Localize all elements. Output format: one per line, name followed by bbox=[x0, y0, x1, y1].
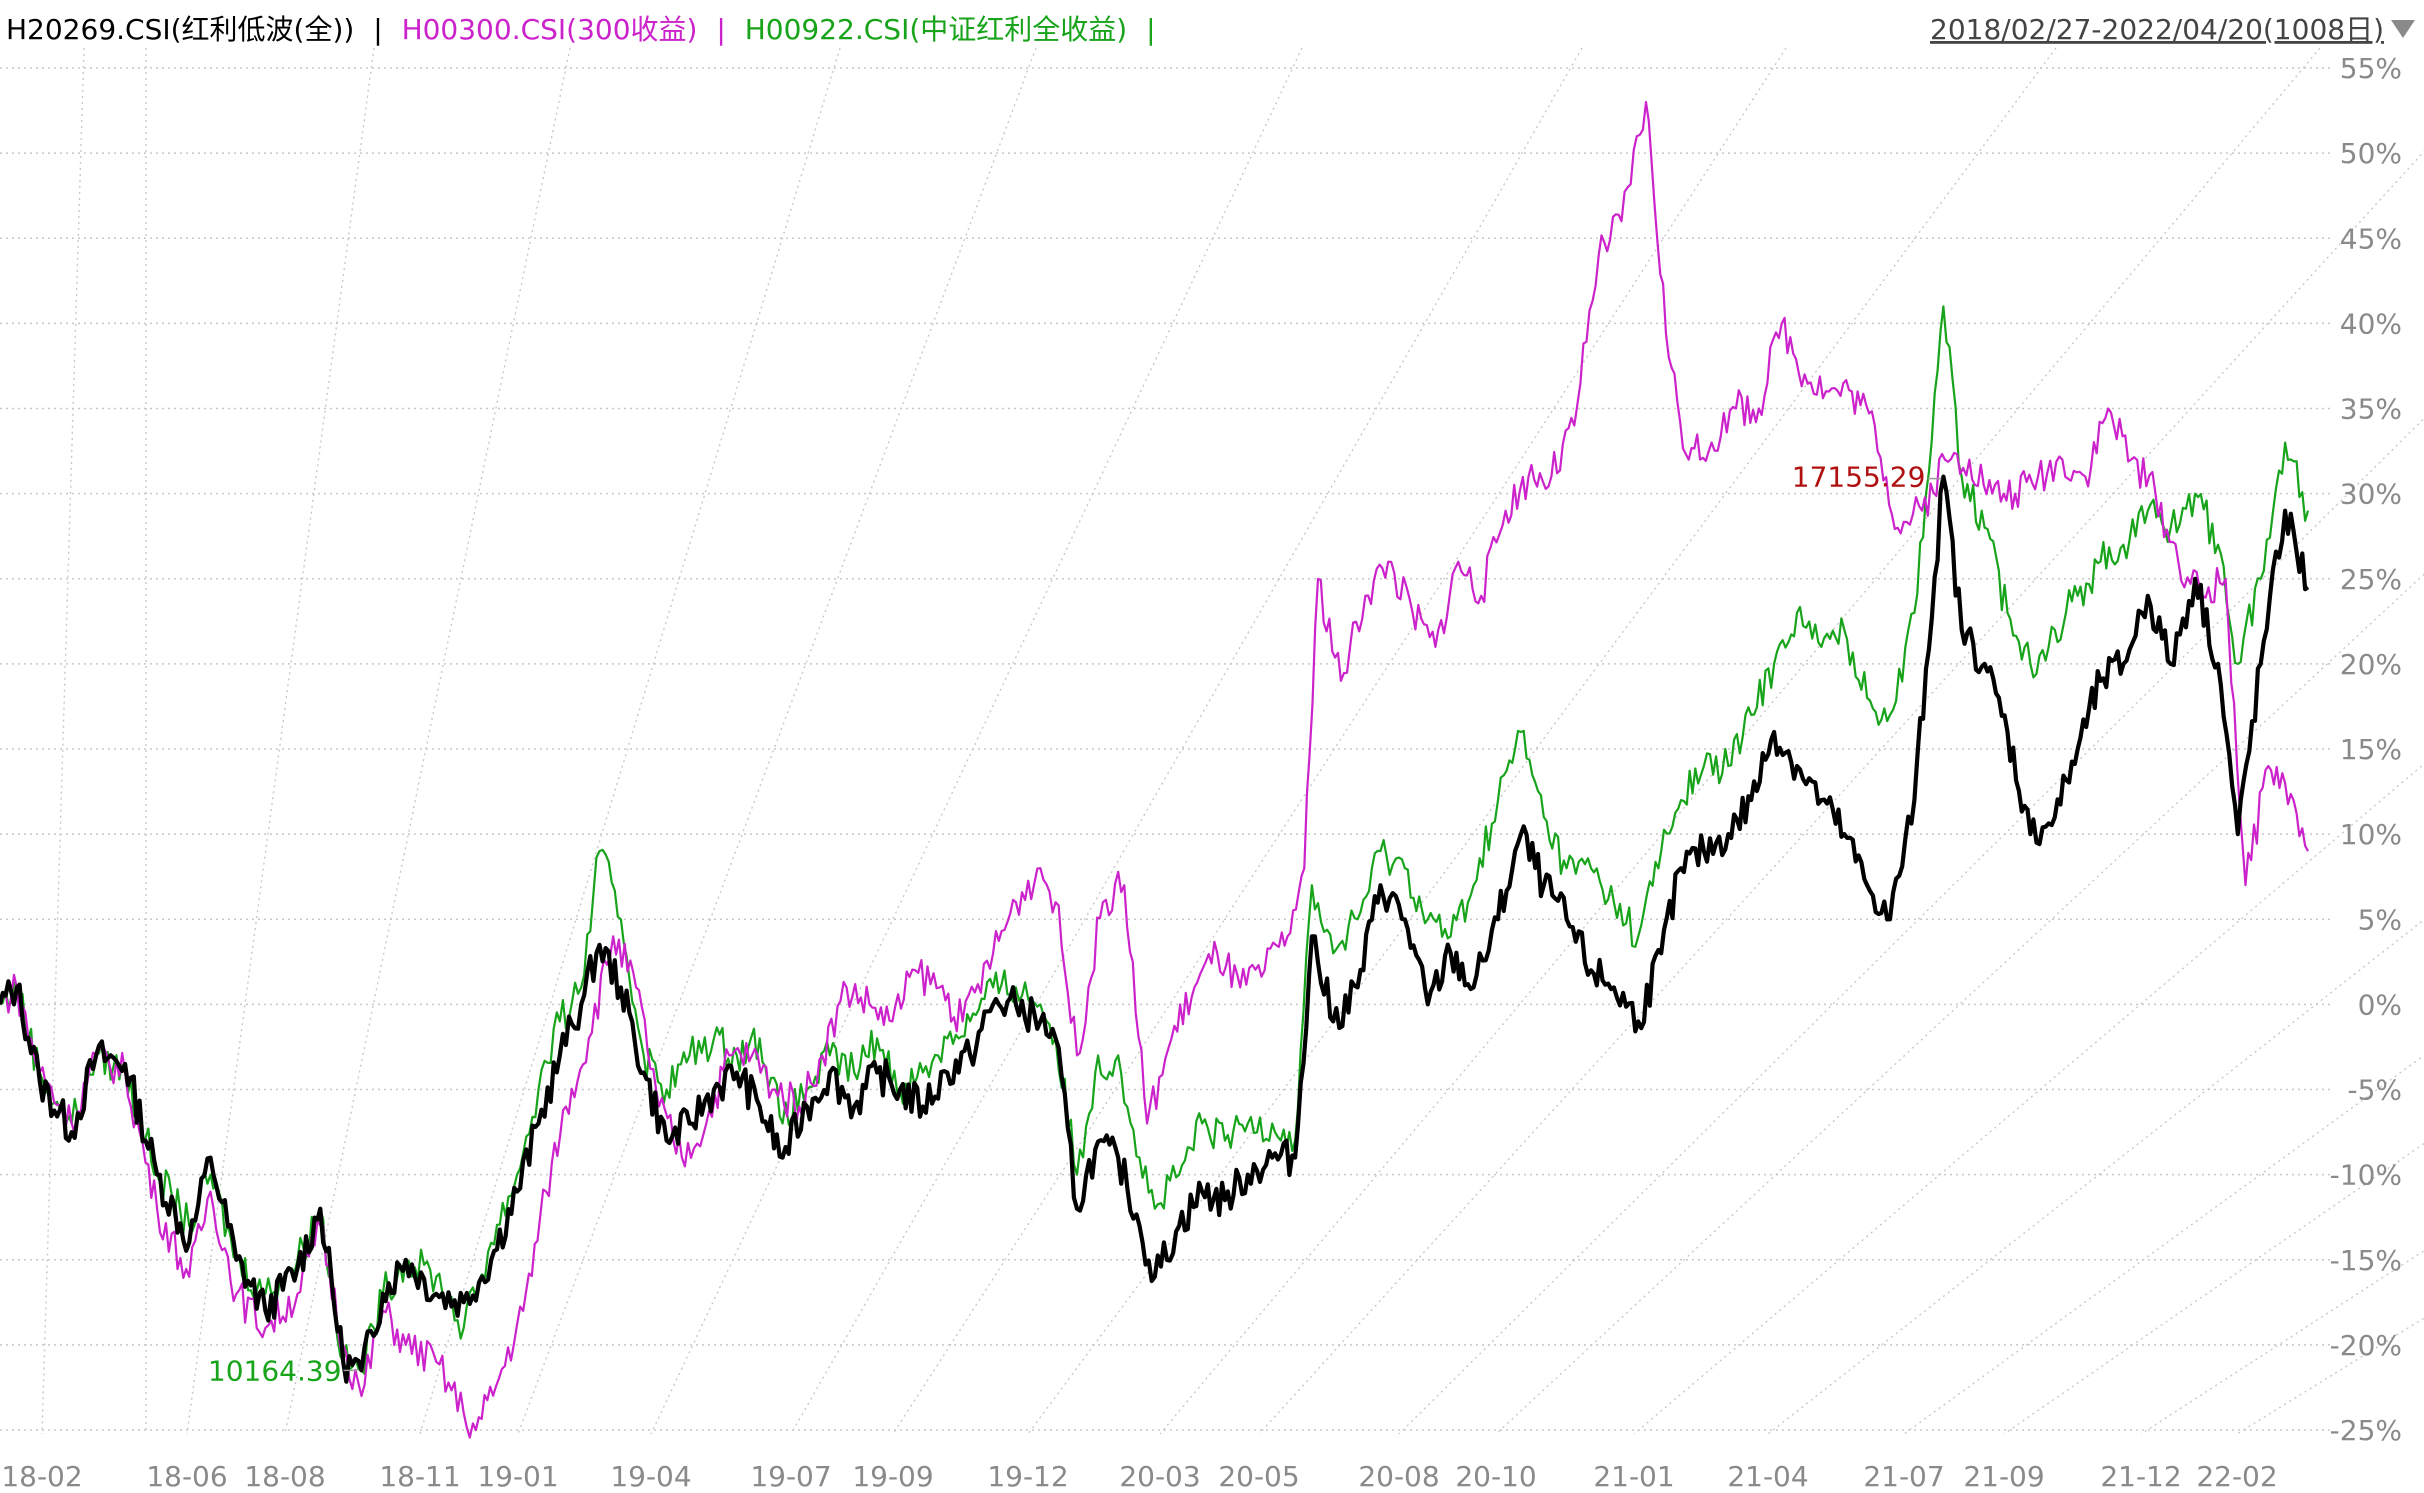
series-line-1 bbox=[0, 474, 2310, 1384]
x-tick-label: 19-07 bbox=[750, 1460, 831, 1493]
y-tick-label: 15% bbox=[2340, 733, 2402, 766]
x-tick-label: 18-02 bbox=[1, 1460, 82, 1493]
y-tick-label: 25% bbox=[2340, 563, 2402, 596]
grid-line-v bbox=[892, 47, 1787, 1435]
y-tick-label: -10% bbox=[2330, 1159, 2402, 1192]
grid-line-v bbox=[650, 47, 1303, 1435]
grid-line-v bbox=[1159, 47, 2321, 1435]
legend-separator: | bbox=[1146, 13, 1155, 46]
max-value-label: 17155.29 bbox=[1792, 461, 1926, 494]
series-lines bbox=[0, 101, 2310, 1439]
date-range-label[interactable]: 2018/02/27-2022/04/20(1008日) bbox=[1930, 13, 2384, 46]
y-tick-label: 5% bbox=[2358, 903, 2402, 936]
grid-line-v bbox=[1767, 918, 2424, 1435]
grid-lines bbox=[0, 47, 2424, 1435]
legend-separator: | bbox=[373, 13, 382, 46]
y-tick-label: 20% bbox=[2340, 648, 2402, 681]
y-tick-label: 10% bbox=[2340, 818, 2402, 851]
legend-item-series-2[interactable]: H00300.CSI(300收益) bbox=[402, 13, 698, 46]
grid-line-v bbox=[517, 47, 1037, 1435]
min-value-label: 10164.39 bbox=[208, 1354, 342, 1387]
x-tick-label: 19-12 bbox=[987, 1460, 1068, 1493]
legend-header: H20269.CSI(红利低波(全)) | H00300.CSI(300收益) … bbox=[6, 13, 1156, 46]
triangle-down-icon[interactable] bbox=[2391, 20, 2415, 38]
date-range-selector[interactable]: 2018/02/27-2022/04/20(1008日) bbox=[1930, 13, 2415, 46]
x-tick-label: 19-04 bbox=[610, 1460, 691, 1493]
x-tick-label: 21-09 bbox=[1963, 1460, 2044, 1493]
y-tick-label: 45% bbox=[2340, 222, 2402, 255]
legend-item-series-1[interactable]: H20269.CSI(红利低波(全)) bbox=[6, 13, 354, 46]
x-tick-label: 20-05 bbox=[1218, 1460, 1299, 1493]
grid-line-v bbox=[419, 47, 841, 1435]
x-tick-label: 19-09 bbox=[852, 1460, 933, 1493]
annotations: 17155.29 10164.39 bbox=[208, 461, 1942, 1387]
grid-line-v bbox=[186, 47, 375, 1435]
x-tick-label: 18-06 bbox=[146, 1460, 227, 1493]
legend-line: H20269.CSI(红利低波(全)) | H00300.CSI(300收益) … bbox=[6, 13, 1156, 46]
grid-line-v bbox=[41, 47, 85, 1435]
x-tick-label: 20-03 bbox=[1119, 1460, 1200, 1493]
x-tick-label: 21-07 bbox=[1863, 1460, 1944, 1493]
grid-line-v bbox=[1903, 1054, 2424, 1435]
x-axis: 18-02 18-06 18-08 18-11 19-01 19-04 19-07 19-09… bbox=[1, 1460, 2277, 1493]
y-tick-label: 50% bbox=[2340, 137, 2402, 170]
grid-line-v bbox=[284, 47, 571, 1435]
y-tick-label: 30% bbox=[2340, 478, 2402, 511]
y-tick-label: 55% bbox=[2340, 52, 2402, 85]
legend-item-series-3[interactable]: H00922.CSI(中证红利全收益) bbox=[745, 13, 1127, 46]
y-tick-label: 35% bbox=[2340, 393, 2402, 426]
grid-line-v bbox=[790, 47, 1583, 1435]
x-tick-label: 18-11 bbox=[379, 1460, 460, 1493]
x-tick-label: 20-10 bbox=[1455, 1460, 1536, 1493]
y-tick-label: -5% bbox=[2347, 1074, 2402, 1107]
y-axis: 55% 50% 45% 40% 35% 30% 25% 20% 15% 10% 5% 0% -5% -10… bbox=[2330, 52, 2402, 1447]
x-tick-label: 19-01 bbox=[477, 1460, 558, 1493]
series-line-3 bbox=[0, 305, 2310, 1375]
grid-line-v bbox=[1258, 150, 2424, 1435]
y-tick-label: -15% bbox=[2330, 1244, 2402, 1277]
series-line-2 bbox=[0, 101, 2309, 1439]
x-tick-label: 22-02 bbox=[2196, 1460, 2277, 1493]
x-tick-label: 21-12 bbox=[2100, 1460, 2181, 1493]
x-tick-label: 18-08 bbox=[244, 1460, 325, 1493]
x-tick-label: 21-01 bbox=[1593, 1460, 1674, 1493]
x-tick-label: 21-04 bbox=[1727, 1460, 1808, 1493]
y-tick-label: -20% bbox=[2330, 1329, 2402, 1362]
x-tick-label: 20-08 bbox=[1358, 1460, 1439, 1493]
grid-line-v bbox=[1495, 573, 2424, 1435]
legend-separator: | bbox=[716, 13, 725, 46]
y-tick-label: 0% bbox=[2358, 988, 2402, 1021]
y-tick-label: 40% bbox=[2340, 307, 2402, 340]
grid-line-v bbox=[1398, 417, 2424, 1435]
y-tick-label: -25% bbox=[2330, 1414, 2402, 1447]
